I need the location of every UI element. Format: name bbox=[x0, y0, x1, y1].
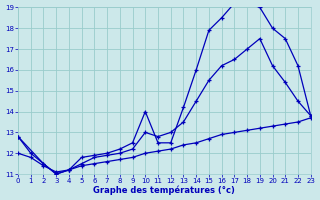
X-axis label: Graphe des températures (°c): Graphe des températures (°c) bbox=[93, 186, 235, 195]
